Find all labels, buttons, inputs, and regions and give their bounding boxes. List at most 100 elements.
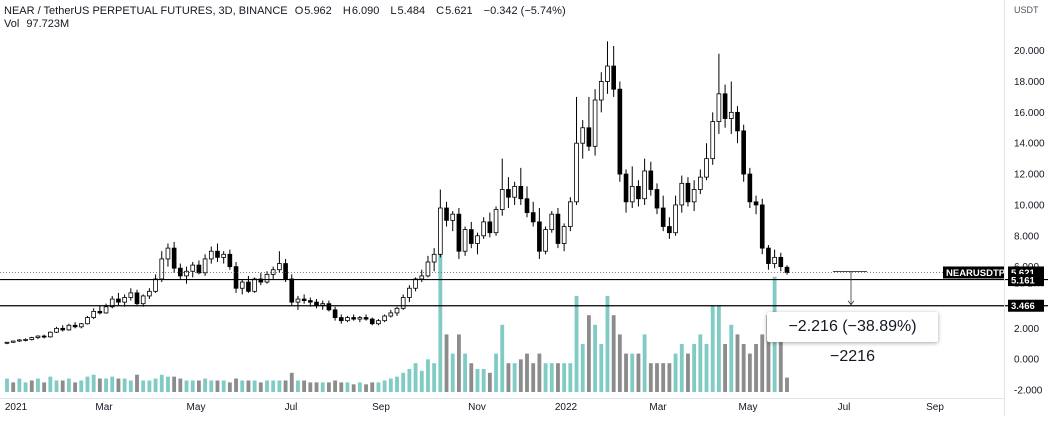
candle[interactable] [623,169,629,213]
candle[interactable] [301,294,307,304]
candle[interactable] [202,254,208,276]
candle[interactable] [605,41,610,94]
candle[interactable] [376,319,381,326]
candle[interactable] [685,177,691,207]
candle[interactable] [221,251,226,264]
candle[interactable] [704,143,709,181]
candle[interactable] [394,306,400,317]
candle[interactable] [549,211,555,233]
candle[interactable] [29,336,35,341]
candle[interactable] [617,81,623,182]
candle[interactable] [716,53,722,134]
candle[interactable] [345,316,350,323]
candle[interactable] [698,169,703,195]
candle[interactable] [246,275,251,293]
candle[interactable] [710,112,716,165]
candle[interactable] [277,251,282,273]
candle[interactable] [289,274,295,306]
candle[interactable] [518,167,524,205]
candle[interactable] [468,221,474,249]
symbol-title[interactable]: NEAR / TetherUS PERPETUAL FUTURES, 3D, B… [4,5,288,17]
candle[interactable] [140,294,146,307]
candle[interactable] [475,232,480,255]
candle[interactable] [728,81,734,134]
candle[interactable] [54,326,59,333]
candle[interactable] [295,295,301,310]
candle[interactable] [741,124,746,182]
candle[interactable] [159,251,165,283]
candle[interactable] [388,309,394,318]
candle[interactable] [654,183,660,215]
candle[interactable] [72,322,78,329]
candle[interactable] [128,288,134,301]
candle[interactable] [543,226,548,255]
candle[interactable] [580,120,586,159]
candle[interactable] [691,180,697,212]
candle[interactable] [487,212,493,238]
candle[interactable] [184,266,189,284]
candle[interactable] [332,306,338,321]
candle[interactable] [568,197,573,232]
candle[interactable] [673,195,678,236]
candle[interactable] [456,208,462,259]
candle[interactable] [667,217,672,239]
candle[interactable] [233,262,239,293]
candle[interactable] [60,325,66,332]
candle[interactable] [419,269,425,283]
candle[interactable] [772,249,777,269]
candle[interactable] [407,285,412,303]
candle[interactable] [41,334,47,339]
candle[interactable] [438,189,443,258]
candle[interactable] [611,45,616,97]
candle[interactable] [636,180,641,207]
candle[interactable] [747,167,753,209]
candle[interactable] [481,217,486,239]
candle[interactable] [338,314,344,324]
candle[interactable] [48,331,53,338]
candle[interactable] [258,272,264,286]
candle[interactable] [400,294,406,310]
candle[interactable] [208,246,214,264]
candle[interactable] [598,72,604,113]
candle[interactable] [4,341,10,345]
candle[interactable] [642,158,647,205]
candle[interactable] [506,177,511,209]
candle[interactable] [778,252,784,272]
candle[interactable] [134,289,140,306]
candle[interactable] [314,299,319,309]
candle[interactable] [227,249,233,270]
candle[interactable] [425,255,431,278]
candle[interactable] [574,96,579,205]
candle[interactable] [648,161,654,196]
candle[interactable] [450,211,456,232]
candle[interactable] [91,308,96,320]
candle[interactable] [147,288,152,300]
candle[interactable] [165,243,171,267]
candle[interactable] [524,186,530,218]
candle[interactable] [122,294,127,307]
candle[interactable] [444,201,449,227]
candle[interactable] [239,278,245,295]
candle[interactable] [23,338,28,342]
candle[interactable] [357,316,363,323]
candle[interactable] [97,305,103,315]
candle[interactable] [85,316,90,325]
candle[interactable] [382,314,387,323]
candle[interactable] [759,198,765,255]
candle[interactable] [592,89,598,156]
candle[interactable] [766,245,771,270]
candle[interactable] [153,274,158,293]
candle[interactable] [530,201,536,227]
candle[interactable] [116,292,121,306]
candle[interactable] [753,195,759,215]
symbol-tag[interactable]: NEARUSDTPERP [943,266,1025,279]
candle[interactable] [215,243,220,263]
candle[interactable] [493,206,499,236]
candle[interactable] [512,181,517,205]
candle[interactable] [17,339,22,342]
candle[interactable] [78,322,84,329]
candle[interactable] [369,317,375,326]
candle[interactable] [462,226,468,256]
candle[interactable] [171,241,177,273]
